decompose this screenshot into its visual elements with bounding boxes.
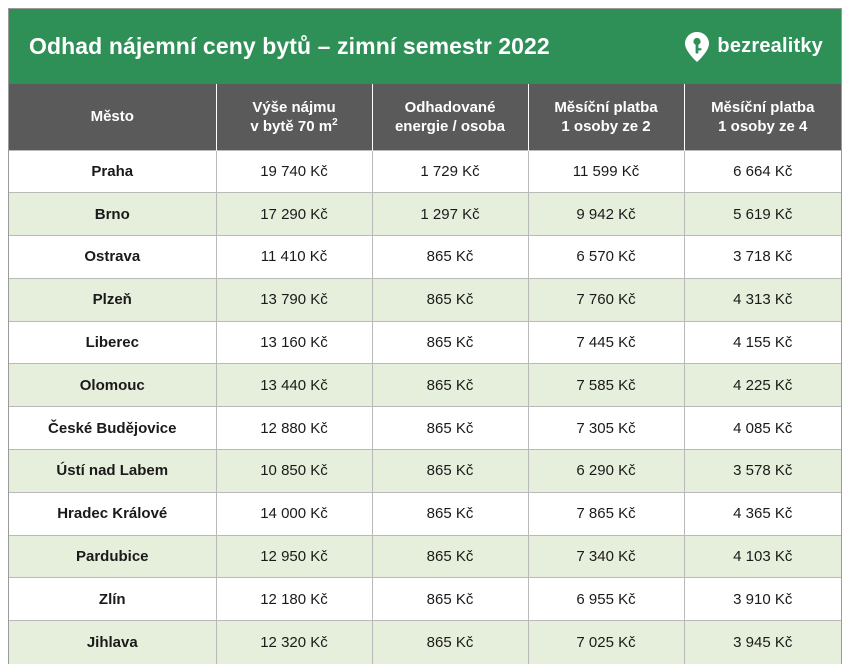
column-header-payment-4-line2: 1 osoby ze 4 (718, 117, 808, 135)
cell-city: Liberec (9, 320, 217, 365)
table-row: České Budějovice 12 880 Kč 865 Kč 7 305 … (9, 406, 841, 451)
cell-payment-4: 4 313 Kč (683, 277, 841, 322)
cell-energy: 865 Kč (371, 577, 529, 622)
cell-payment-2: 7 760 Kč (527, 277, 685, 322)
table-header-row: Město Výše nájmu v bytě 70 m2 Odhadované… (9, 84, 841, 150)
cell-payment-4: 3 910 Kč (683, 577, 841, 622)
cell-rent: 17 290 Kč (215, 192, 373, 237)
cell-rent: 12 180 Kč (215, 577, 373, 622)
table-row: Jihlava 12 320 Kč 865 Kč 7 025 Kč 3 945 … (9, 620, 841, 664)
cell-payment-4: 3 945 Kč (683, 620, 841, 664)
table-row: Ústí nad Labem 10 850 Kč 865 Kč 6 290 Kč… (9, 449, 841, 493)
table-row: Praha 19 740 Kč 1 729 Kč 11 599 Kč 6 664… (9, 149, 841, 194)
cell-city: Praha (9, 149, 217, 194)
column-header-payment-4: Měsíční platba 1 osoby ze 4 (683, 84, 841, 150)
page-title: Odhad nájemní ceny bytů – zimní semestr … (29, 33, 550, 59)
table-row: Zlín 12 180 Kč 865 Kč 6 955 Kč 3 910 Kč (9, 577, 841, 622)
cell-energy: 865 Kč (371, 320, 529, 365)
cell-payment-2: 7 305 Kč (527, 406, 685, 451)
table-row: Liberec 13 160 Kč 865 Kč 7 445 Kč 4 155 … (9, 320, 841, 365)
cell-energy: 865 Kč (371, 363, 529, 408)
cell-energy: 865 Kč (371, 277, 529, 322)
cell-rent: 13 160 Kč (215, 320, 373, 365)
location-key-icon (685, 31, 710, 62)
brand-name: bezrealitky (717, 35, 823, 57)
cell-energy: 865 Kč (371, 406, 529, 451)
cell-energy: 865 Kč (371, 235, 529, 279)
table-row: Olomouc 13 440 Kč 865 Kč 7 585 Kč 4 225 … (9, 363, 841, 408)
cell-city: Hradec Králové (9, 491, 217, 536)
cell-payment-4: 3 718 Kč (683, 235, 841, 279)
cell-payment-4: 4 085 Kč (683, 406, 841, 451)
cell-rent: 12 950 Kč (215, 534, 373, 579)
column-header-payment-2-line1: Měsíční platba (554, 98, 658, 116)
column-header-payment-2: Měsíční platba 1 osoby ze 2 (527, 84, 685, 150)
title-banner: Odhad nájemní ceny bytů – zimní semestr … (9, 9, 841, 84)
cell-payment-4: 6 664 Kč (683, 149, 841, 194)
cell-payment-2: 6 955 Kč (527, 577, 685, 622)
cell-payment-2: 7 445 Kč (527, 320, 685, 365)
table-row: Pardubice 12 950 Kč 865 Kč 7 340 Kč 4 10… (9, 534, 841, 579)
cell-city: Olomouc (9, 363, 217, 408)
cell-city: Pardubice (9, 534, 217, 579)
cell-payment-2: 6 570 Kč (527, 235, 685, 279)
column-header-energy-line1: Odhadované (404, 98, 496, 116)
cell-energy: 1 297 Kč (371, 192, 529, 237)
column-header-city-label: Město (90, 108, 134, 126)
table-row: Ostrava 11 410 Kč 865 Kč 6 570 Kč 3 718 … (9, 235, 841, 279)
cell-energy: 865 Kč (371, 491, 529, 536)
column-header-payment-4-line1: Měsíční platba (711, 98, 815, 116)
table-row: Hradec Králové 14 000 Kč 865 Kč 7 865 Kč… (9, 491, 841, 536)
cell-city: Ústí nad Labem (9, 449, 217, 493)
rent-table-card: Odhad nájemní ceny bytů – zimní semestr … (8, 8, 842, 664)
cell-payment-2: 7 585 Kč (527, 363, 685, 408)
cell-payment-4: 5 619 Kč (683, 192, 841, 237)
column-header-payment-2-line2: 1 osoby ze 2 (561, 117, 651, 135)
column-header-rent-line2: v bytě 70 m2 (217, 117, 372, 136)
table-row: Plzeň 13 790 Kč 865 Kč 7 760 Kč 4 313 Kč (9, 277, 841, 322)
cell-rent: 13 440 Kč (215, 363, 373, 408)
cell-payment-2: 7 340 Kč (527, 534, 685, 579)
cell-payment-2: 6 290 Kč (527, 449, 685, 493)
cell-city: Jihlava (9, 620, 217, 664)
cell-city: Ostrava (9, 235, 217, 279)
table-row: Brno 17 290 Kč 1 297 Kč 9 942 Kč 5 619 K… (9, 192, 841, 237)
cell-payment-2: 7 865 Kč (527, 491, 685, 536)
cell-rent: 12 320 Kč (215, 620, 373, 664)
cell-rent: 10 850 Kč (215, 449, 373, 493)
cell-payment-4: 3 578 Kč (683, 449, 841, 493)
cell-energy: 865 Kč (371, 534, 529, 579)
cell-rent: 11 410 Kč (215, 235, 373, 279)
cell-payment-2: 7 025 Kč (527, 620, 685, 664)
column-header-rent-line1: Výše nájmu (252, 98, 336, 116)
cell-city: Brno (9, 192, 217, 237)
cell-payment-4: 4 155 Kč (683, 320, 841, 365)
cell-energy: 865 Kč (371, 620, 529, 664)
cell-city: Plzeň (9, 277, 217, 322)
cell-energy: 1 729 Kč (371, 149, 529, 194)
cell-payment-2: 11 599 Kč (527, 149, 685, 194)
column-header-rent-line2-text: v bytě 70 m (250, 117, 333, 135)
cell-payment-4: 4 225 Kč (683, 363, 841, 408)
column-header-rent-superscript: 2 (332, 116, 338, 128)
cell-payment-4: 4 103 Kč (683, 534, 841, 579)
column-header-energy-line2: energie / osoba (394, 117, 506, 135)
column-header-city: Město (9, 84, 217, 150)
cell-payment-2: 9 942 Kč (527, 192, 685, 237)
cell-rent: 19 740 Kč (215, 149, 373, 194)
brand-logo: bezrealitky (684, 31, 823, 63)
cell-rent: 12 880 Kč (215, 406, 373, 451)
cell-rent: 13 790 Kč (215, 277, 373, 322)
column-header-energy: Odhadované energie / osoba (371, 84, 529, 150)
cell-city: Zlín (9, 577, 217, 622)
cell-energy: 865 Kč (371, 449, 529, 493)
cell-rent: 14 000 Kč (215, 491, 373, 536)
cell-city: České Budějovice (9, 406, 217, 451)
column-header-rent: Výše nájmu v bytě 70 m2 (215, 84, 373, 150)
cell-payment-4: 4 365 Kč (683, 491, 841, 536)
rent-table: Město Výše nájmu v bytě 70 m2 Odhadované… (9, 84, 841, 664)
